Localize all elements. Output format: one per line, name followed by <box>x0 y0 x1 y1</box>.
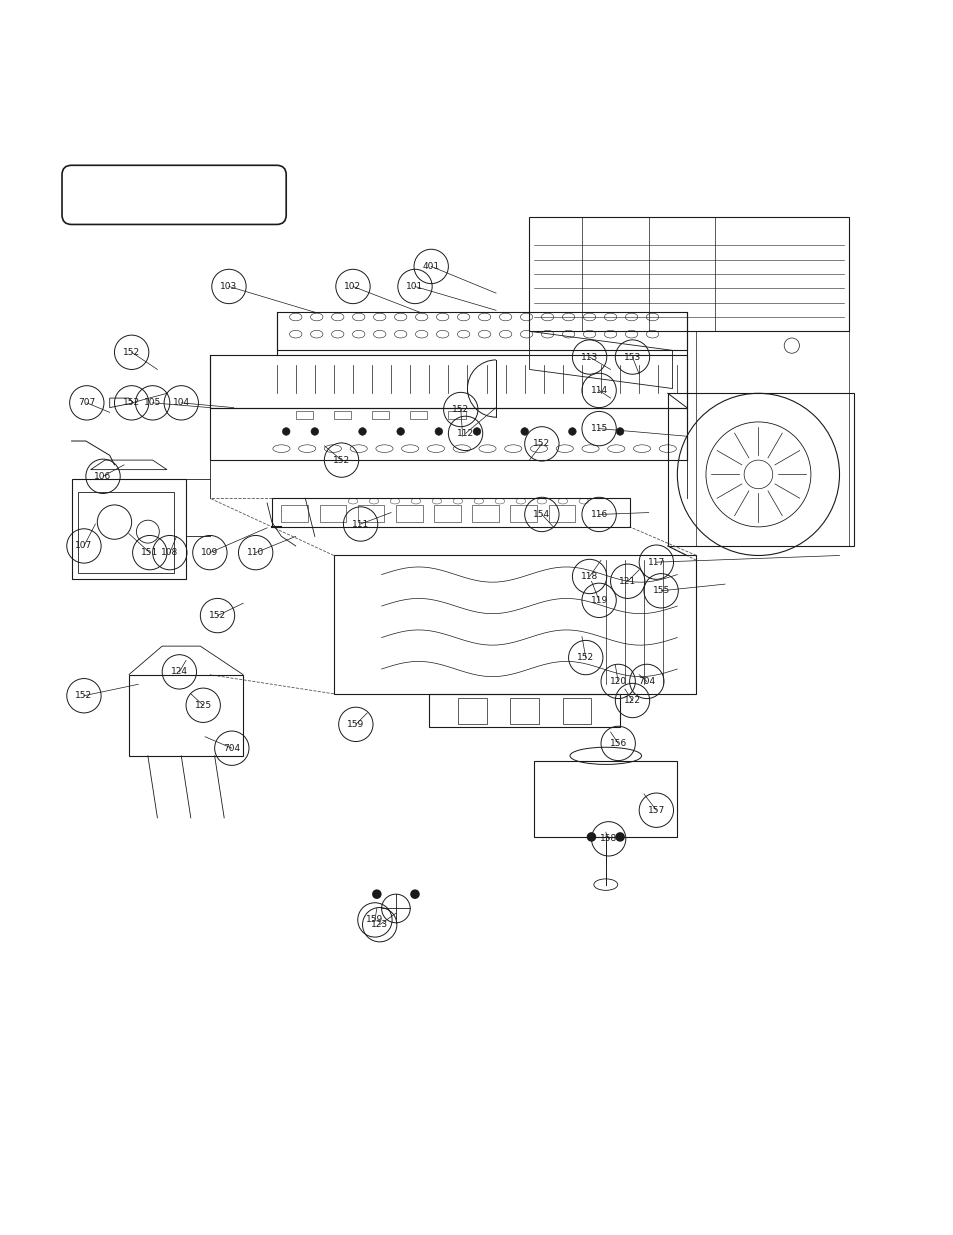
Text: 107: 107 <box>75 541 92 551</box>
Circle shape <box>396 427 404 435</box>
Text: 121: 121 <box>618 577 636 585</box>
Text: 157: 157 <box>647 805 664 815</box>
Circle shape <box>520 427 528 435</box>
Text: 101: 101 <box>406 282 423 291</box>
Text: 155: 155 <box>652 587 669 595</box>
Text: 116: 116 <box>590 510 607 519</box>
Bar <box>281 505 308 522</box>
Text: 118: 118 <box>580 572 598 580</box>
Text: 156: 156 <box>609 739 626 748</box>
Bar <box>510 505 537 522</box>
Text: 110: 110 <box>247 548 264 557</box>
Bar <box>319 505 346 522</box>
Circle shape <box>358 427 366 435</box>
Text: 106: 106 <box>94 472 112 480</box>
Text: 115: 115 <box>590 424 607 433</box>
Circle shape <box>473 427 480 435</box>
Text: 120: 120 <box>609 677 626 685</box>
Text: 108: 108 <box>161 548 178 557</box>
Bar <box>334 411 351 419</box>
Text: 113: 113 <box>580 352 598 362</box>
Bar <box>548 505 575 522</box>
Bar <box>78 492 173 573</box>
Circle shape <box>410 889 419 899</box>
Text: 151: 151 <box>141 548 158 557</box>
Text: 152: 152 <box>123 348 140 357</box>
Circle shape <box>311 427 318 435</box>
Text: 707: 707 <box>78 399 95 408</box>
Text: 159: 159 <box>347 720 364 729</box>
Bar <box>372 411 389 419</box>
Text: 153: 153 <box>623 352 640 362</box>
Circle shape <box>586 832 596 842</box>
Text: 117: 117 <box>647 558 664 567</box>
Text: 122: 122 <box>623 697 640 705</box>
Bar <box>457 698 486 725</box>
Text: 152: 152 <box>577 653 594 662</box>
Circle shape <box>615 832 624 842</box>
Bar <box>562 698 591 725</box>
Text: 112: 112 <box>456 429 474 438</box>
Bar <box>434 505 460 522</box>
Bar <box>448 411 465 419</box>
Text: 124: 124 <box>171 667 188 677</box>
Bar <box>472 505 498 522</box>
Text: 111: 111 <box>352 520 369 529</box>
Text: 119: 119 <box>590 595 607 605</box>
Text: 125: 125 <box>194 700 212 710</box>
Text: 158: 158 <box>599 835 617 844</box>
Text: 123: 123 <box>371 920 388 929</box>
Bar <box>395 505 422 522</box>
Text: 152: 152 <box>123 399 140 408</box>
Text: 114: 114 <box>590 387 607 395</box>
Text: 704: 704 <box>638 677 655 685</box>
Circle shape <box>282 427 290 435</box>
Bar <box>510 698 538 725</box>
Text: 704: 704 <box>223 743 240 752</box>
Text: 152: 152 <box>333 456 350 464</box>
Circle shape <box>372 889 381 899</box>
Text: 152: 152 <box>452 405 469 414</box>
Text: 102: 102 <box>344 282 361 291</box>
Bar <box>357 505 384 522</box>
Text: 152: 152 <box>75 692 92 700</box>
Bar <box>295 411 313 419</box>
Text: 401: 401 <box>422 262 439 270</box>
Circle shape <box>435 427 442 435</box>
Text: 109: 109 <box>201 548 218 557</box>
Text: 152: 152 <box>533 440 550 448</box>
Circle shape <box>616 427 623 435</box>
Text: 159: 159 <box>366 915 383 925</box>
Text: 154: 154 <box>533 510 550 519</box>
Text: 105: 105 <box>144 399 161 408</box>
Text: 103: 103 <box>220 282 237 291</box>
Text: 152: 152 <box>209 611 226 620</box>
Bar <box>410 411 427 419</box>
Text: 104: 104 <box>172 399 190 408</box>
Circle shape <box>568 427 576 435</box>
